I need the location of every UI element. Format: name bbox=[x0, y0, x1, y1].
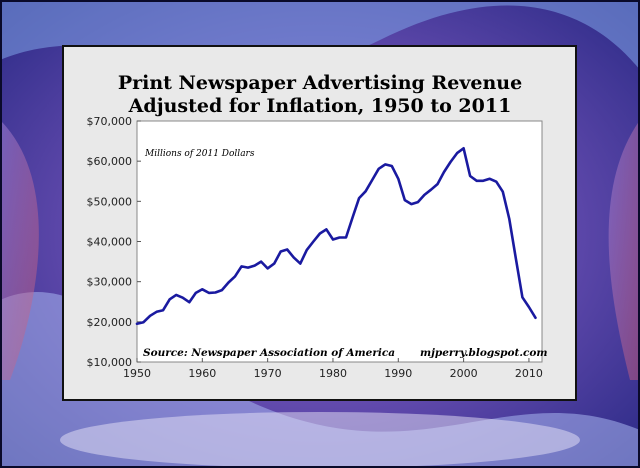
x-tick-label: 1960 bbox=[188, 367, 216, 380]
series-line bbox=[135, 147, 537, 326]
x-tick-label: 2000 bbox=[450, 367, 478, 380]
credit-note: mjperry.blogspot.com bbox=[420, 347, 548, 359]
series-group bbox=[135, 147, 537, 326]
x-tick-label: 1950 bbox=[123, 367, 151, 380]
y-tick-label: $60,000 bbox=[87, 155, 133, 168]
y-tick-label: $30,000 bbox=[87, 276, 133, 289]
y-tick-label: $40,000 bbox=[87, 236, 133, 249]
y-tick-label: $70,000 bbox=[87, 115, 133, 128]
chart-title-line-1: Print Newspaper Advertising Revenue bbox=[118, 72, 522, 94]
x-tick-label: 2010 bbox=[515, 367, 543, 380]
plot-area bbox=[136, 120, 543, 363]
y-tick-label: $50,000 bbox=[87, 195, 133, 208]
source-note: Source: Newspaper Association of America bbox=[143, 347, 395, 359]
x-tick-label: 1990 bbox=[384, 367, 412, 380]
chart-title-line-2: Adjusted for Inflation, 1950 to 2011 bbox=[128, 95, 512, 117]
units-note: Millions of 2011 Dollars bbox=[144, 149, 255, 159]
y-tick-label: $20,000 bbox=[87, 316, 133, 329]
x-tick-label: 1970 bbox=[254, 367, 282, 380]
y-tick-label: $10,000 bbox=[87, 356, 133, 369]
x-axis-ticks: 1950 1960 1970 1980 1990 2000 2010 bbox=[123, 358, 543, 380]
x-tick-label: 1980 bbox=[319, 367, 347, 380]
y-axis-ticks: $10,000 $20,000 $30,000 $40,000 $50,000 $60,0… bbox=[87, 115, 141, 369]
